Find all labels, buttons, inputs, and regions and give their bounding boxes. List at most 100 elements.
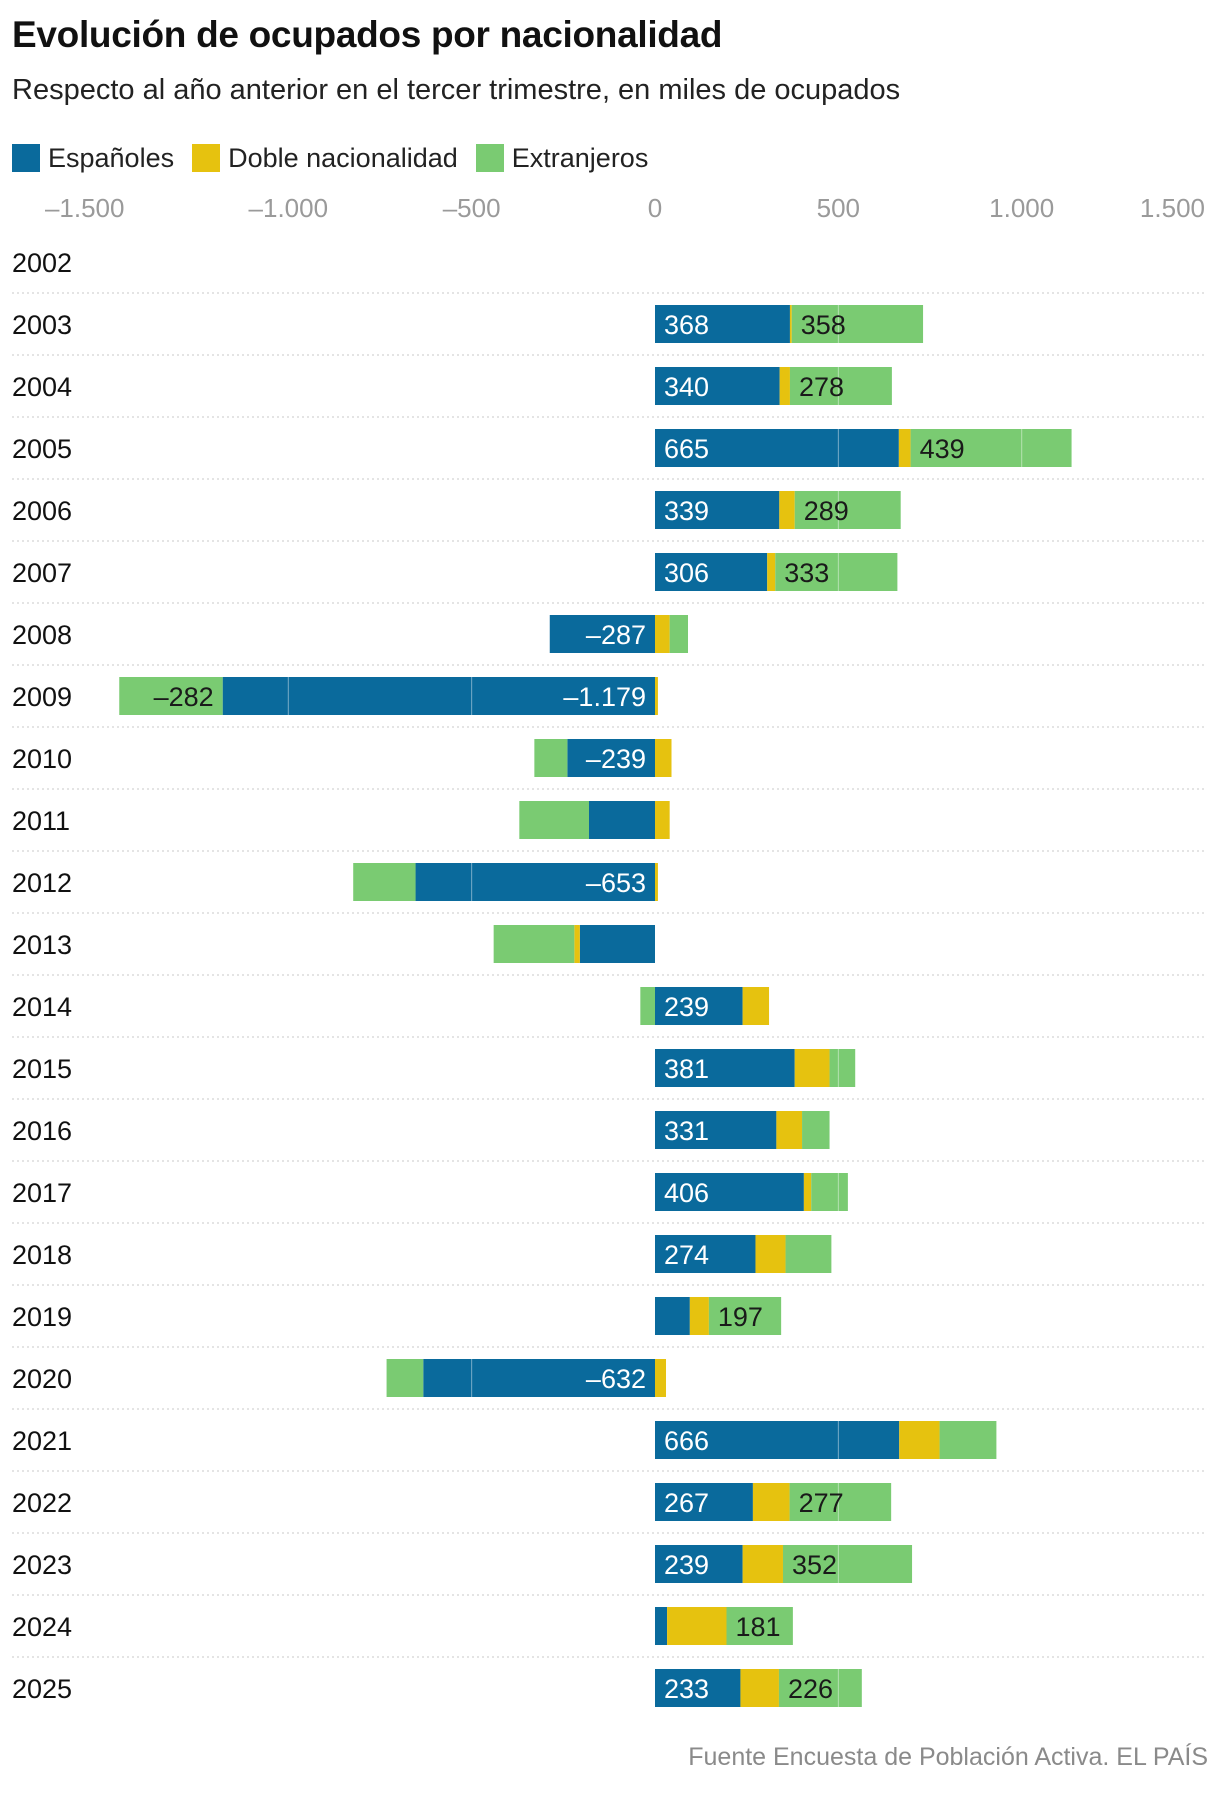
year-label: 2017 <box>12 1178 72 1208</box>
bar-extranjeros <box>782 1545 913 1583</box>
bar-espanoles <box>567 739 655 777</box>
x-tick-label: 500 <box>817 195 860 223</box>
bar-espanoles <box>655 987 743 1025</box>
legend-label-espanoles: Españoles <box>48 142 175 173</box>
bar-extranjeros <box>534 739 568 777</box>
bar-espanoles <box>655 1111 777 1149</box>
bar-doble <box>776 1111 803 1149</box>
value-label: 333 <box>784 558 829 588</box>
bar-doble <box>794 1049 830 1087</box>
value-label: 339 <box>664 496 709 526</box>
value-label: 331 <box>664 1116 709 1146</box>
year-label: 2020 <box>12 1364 72 1394</box>
year-label: 2010 <box>12 744 72 774</box>
value-label: 352 <box>792 1550 837 1580</box>
bar-extranjeros <box>519 801 589 839</box>
value-label: –653 <box>586 868 646 898</box>
value-label: 239 <box>664 1550 709 1580</box>
bar-espanoles <box>655 1545 743 1583</box>
bar-espanoles <box>579 925 655 963</box>
year-label: 2008 <box>12 620 72 650</box>
bar-espanoles <box>655 1669 741 1707</box>
bar-doble <box>667 1607 727 1645</box>
year-label: 2023 <box>12 1550 72 1580</box>
value-label: 368 <box>664 310 709 340</box>
legend-item-espanoles: Españoles <box>12 143 174 174</box>
bar-doble <box>752 1483 790 1521</box>
chart-legend: Españoles Doble nacionalidad Extranjeros <box>12 141 648 175</box>
year-label: 2019 <box>12 1302 72 1332</box>
bar-doble <box>767 553 776 591</box>
bar-doble <box>742 987 770 1025</box>
year-label: 2005 <box>12 434 72 464</box>
bar-doble <box>574 925 580 963</box>
bar-extranjeros <box>669 615 689 653</box>
bar-espanoles <box>655 1607 668 1645</box>
year-label: 2011 <box>12 806 70 836</box>
bar-extranjeros <box>778 1669 862 1707</box>
legend-item-extranjeros: Extranjeros <box>475 143 648 174</box>
bar-extranjeros <box>939 1421 997 1459</box>
bar-extranjeros <box>791 305 924 343</box>
value-label: 274 <box>664 1240 709 1270</box>
year-label: 2007 <box>12 558 72 588</box>
value-label: 278 <box>799 372 844 402</box>
value-label: 181 <box>736 1612 781 1642</box>
bar-extranjeros <box>775 553 898 591</box>
bar-doble <box>779 367 790 405</box>
bar-extranjeros <box>789 1483 892 1521</box>
x-tick-label: 1.000 <box>989 195 1054 223</box>
bar-espanoles <box>549 615 655 653</box>
bar-extranjeros <box>910 429 1072 467</box>
x-tick-label: 1.500 <box>1140 195 1205 223</box>
x-tick-label: –1.000 <box>249 195 329 223</box>
legend-swatch-doble-nacionalidad <box>192 144 221 172</box>
bar-extranjeros <box>493 925 575 963</box>
year-label: 2025 <box>12 1674 72 1704</box>
year-label: 2021 <box>12 1426 72 1456</box>
bar-doble <box>742 1545 783 1583</box>
year-label: 2015 <box>12 1054 72 1084</box>
value-label: 665 <box>664 434 709 464</box>
bar-espanoles <box>655 1049 795 1087</box>
year-label: 2022 <box>12 1488 72 1518</box>
bar-doble <box>655 739 672 777</box>
x-tick-label: –1.500 <box>45 195 125 223</box>
value-label: 226 <box>788 1674 833 1704</box>
legend-swatch-espanoles <box>12 144 40 172</box>
bar-extranjeros <box>789 367 892 405</box>
bar-espanoles <box>655 1235 756 1273</box>
bar-doble <box>655 863 658 901</box>
chart-title: Evolución de ocupados por nacionalidad <box>12 14 723 55</box>
value-label: 666 <box>664 1426 709 1456</box>
bar-chart: –1.500 –1.000 –500 0 500 1.000 1.500 2002 2003 36… <box>12 195 1205 1707</box>
value-label: 289 <box>804 496 849 526</box>
value-label: 233 <box>664 1674 709 1704</box>
value-label: 358 <box>801 310 846 340</box>
bar-extranjeros <box>811 1173 848 1211</box>
value-label: –239 <box>586 744 646 774</box>
bar-espanoles <box>655 305 790 343</box>
bar-doble <box>689 1297 709 1335</box>
bar-extranjeros <box>353 863 416 901</box>
year-label: 2006 <box>12 496 72 526</box>
bar-doble <box>655 615 670 653</box>
year-label: 2002 <box>12 248 72 278</box>
year-label: 2012 <box>12 868 72 898</box>
value-label: 306 <box>664 558 709 588</box>
bar-espanoles <box>655 367 780 405</box>
bar-extranjeros <box>119 677 223 715</box>
bar-doble <box>655 677 658 715</box>
bar-doble <box>655 801 670 839</box>
bar-extranjeros <box>726 1607 793 1645</box>
value-label: 406 <box>664 1178 709 1208</box>
value-label: 340 <box>664 372 709 402</box>
bar-doble <box>755 1235 786 1273</box>
bar-espanoles <box>655 1297 690 1335</box>
bar-doble <box>779 491 795 529</box>
year-label: 2013 <box>12 930 72 960</box>
value-label: 239 <box>664 992 709 1022</box>
value-label: 381 <box>664 1054 709 1084</box>
bar-doble <box>655 1359 667 1397</box>
bar-extranjeros <box>640 987 655 1025</box>
